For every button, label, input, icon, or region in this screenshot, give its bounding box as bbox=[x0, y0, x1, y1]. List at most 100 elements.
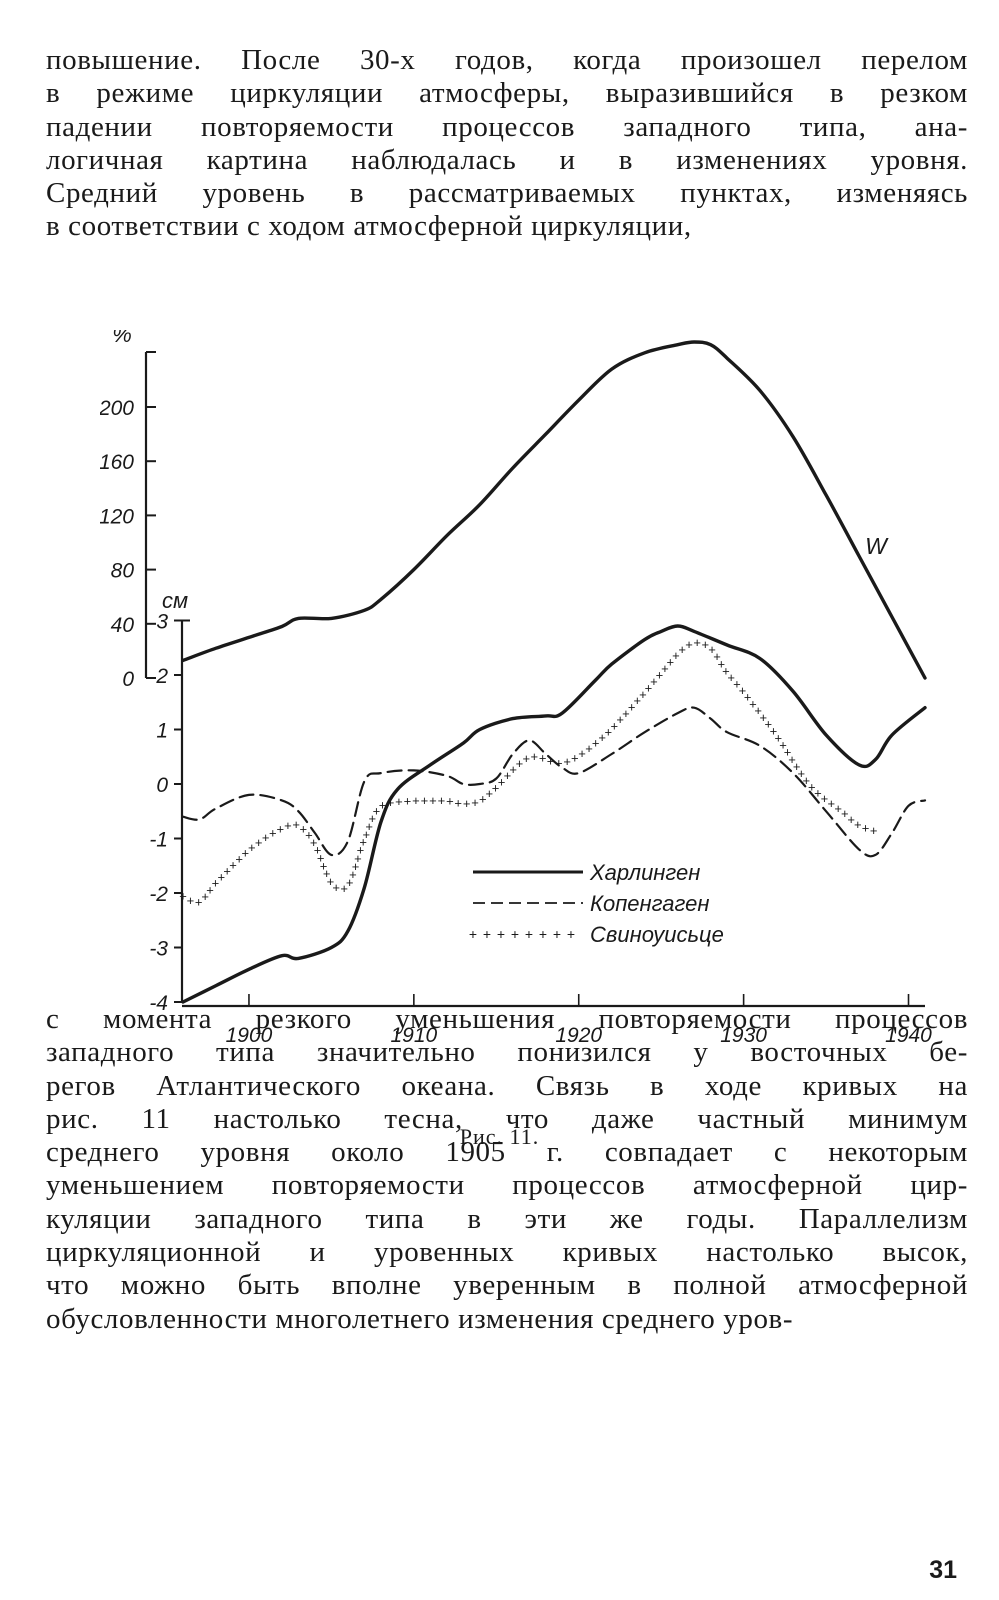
text-line: куляции западного типа в эти же годы. Па… bbox=[46, 1202, 968, 1235]
series-crosses-mark: + bbox=[821, 791, 829, 806]
series-crosses-mark: + bbox=[598, 730, 606, 745]
legend-label: Копенгаген bbox=[590, 891, 709, 916]
series-crosses-mark: + bbox=[661, 661, 669, 676]
series-crosses-mark: + bbox=[492, 780, 500, 795]
series-crosses-mark: + bbox=[733, 676, 741, 691]
series-crosses-mark: + bbox=[639, 687, 647, 702]
legend-swatch-cross: + bbox=[567, 926, 575, 942]
series-crosses-mark: + bbox=[314, 842, 322, 857]
paragraph-bottom: с момента резкого уменьшения повторяемос… bbox=[46, 1003, 968, 1336]
series-crosses-mark: + bbox=[693, 635, 701, 650]
series-crosses-mark: + bbox=[373, 803, 381, 818]
series-crosses-mark: + bbox=[678, 642, 686, 657]
series-crosses-mark: + bbox=[471, 795, 479, 810]
text-line: в режиме циркуляции атмосферы, выразивши… bbox=[46, 77, 968, 110]
figure-11-chart: % 0 40 80 120 160 200 см -4 -3 -2 -1 0 1 2 3 1900 1910 192… bbox=[100, 330, 932, 1047]
series-crosses-mark: + bbox=[634, 693, 642, 708]
series-crosses-mark: + bbox=[262, 830, 270, 845]
series-solid-line bbox=[181, 624, 927, 1004]
legend-swatch-cross: + bbox=[553, 926, 561, 942]
series-crosses-mark: + bbox=[429, 793, 437, 808]
series-crosses-mark: + bbox=[870, 823, 878, 838]
series-crosses-mark: + bbox=[854, 817, 862, 832]
series-crosses-mark: + bbox=[317, 850, 325, 865]
series-crosses-mark: + bbox=[206, 882, 214, 897]
series-crosses-mark: + bbox=[242, 846, 250, 861]
series-crosses-mark: + bbox=[611, 718, 619, 733]
series-crosses-mark: + bbox=[248, 840, 256, 855]
percent-tick-label: 40 bbox=[111, 614, 135, 637]
series-crosses-mark: + bbox=[509, 762, 517, 777]
cm-tick-label: -1 bbox=[149, 829, 168, 852]
series-crosses-mark: + bbox=[438, 793, 446, 808]
series-crosses-mark: + bbox=[395, 794, 403, 809]
series-crosses-mark: + bbox=[784, 745, 792, 760]
series-crosses-mark: + bbox=[479, 792, 487, 807]
series-crosses-mark: + bbox=[404, 794, 412, 809]
cm-tick-label: -4 bbox=[149, 992, 168, 1015]
legend-swatch-cross: + bbox=[511, 926, 519, 942]
series-crosses-mark: + bbox=[229, 857, 237, 872]
text-line: регов Атлантического океана. Связь в ход… bbox=[46, 1069, 968, 1102]
series-crosses-mark: + bbox=[187, 893, 195, 908]
series-crosses-mark: + bbox=[563, 754, 571, 769]
series-crosses-mark: + bbox=[454, 795, 462, 810]
series-crosses-mark: + bbox=[672, 648, 680, 663]
paragraph-top: повышение. После 30-х годов, когда произ… bbox=[46, 44, 968, 244]
series-crosses-mark: + bbox=[412, 793, 420, 808]
series-crosses-mark: + bbox=[739, 683, 747, 698]
text-line: логичная картина наблюдалась и в изменен… bbox=[46, 143, 968, 176]
series-crosses-mark: + bbox=[255, 835, 263, 850]
x-tick-label: 1920 bbox=[555, 1024, 602, 1047]
series-crosses-mark: + bbox=[841, 806, 849, 821]
cm-axis-unit: см bbox=[162, 588, 188, 613]
series-crosses-mark: + bbox=[362, 827, 370, 842]
series-crosses-mark: + bbox=[269, 826, 277, 841]
series-crosses-mark: + bbox=[666, 654, 674, 669]
text-line: что можно быть вполне уверенным в полной… bbox=[46, 1269, 968, 1302]
series-crosses-mark: + bbox=[359, 835, 367, 850]
series-crosses-mark: + bbox=[179, 889, 187, 904]
cm-tick-label: 1 bbox=[156, 720, 168, 743]
series-crosses-mark: + bbox=[770, 723, 778, 738]
series-crosses-mark: + bbox=[531, 749, 539, 764]
series-crosses-mark: + bbox=[217, 870, 225, 885]
series-crosses-mark: + bbox=[379, 798, 387, 813]
series-crosses-mark: + bbox=[650, 674, 658, 689]
curve-w-label: W bbox=[865, 533, 889, 559]
text-line: Средний уровень в рассматриваемых пункта… bbox=[46, 177, 968, 210]
legend-swatch-cross: + bbox=[497, 926, 505, 942]
legend-label: Харлинген bbox=[589, 860, 700, 885]
series-crosses-mark: + bbox=[292, 817, 300, 832]
series-crosses-mark: + bbox=[605, 724, 613, 739]
legend-swatch-cross: + bbox=[539, 926, 547, 942]
series-crosses-mark: + bbox=[798, 766, 806, 781]
series-crosses-mark: + bbox=[722, 664, 730, 679]
series-crosses-mark: + bbox=[498, 774, 506, 789]
series-crosses-mark: + bbox=[827, 796, 835, 811]
series-crosses-mark: + bbox=[340, 881, 348, 896]
series-crosses-mark: + bbox=[779, 737, 787, 752]
series-crosses-mark: + bbox=[645, 680, 653, 695]
series-crosses-mark: + bbox=[349, 867, 357, 882]
series-crosses-mark: + bbox=[485, 786, 493, 801]
text-line: среднего уровня около 1905 г. совпадает … bbox=[46, 1136, 968, 1169]
series-crosses-mark: + bbox=[592, 736, 600, 751]
series-crosses-mark: + bbox=[323, 866, 331, 881]
series-crosses-mark: + bbox=[522, 751, 530, 766]
series-crosses-mark: + bbox=[504, 768, 512, 783]
series-crosses-mark: + bbox=[862, 821, 870, 836]
x-tick-label: 1910 bbox=[390, 1024, 437, 1047]
cm-tick-label: 3 bbox=[156, 611, 168, 634]
series-crosses-mark: + bbox=[235, 851, 243, 866]
text-line: циркуляционной и уровенных кривых настол… bbox=[46, 1236, 968, 1269]
series-crosses-mark: + bbox=[571, 750, 579, 765]
series-crosses-mark: + bbox=[685, 637, 693, 652]
series-crosses-mark: + bbox=[808, 779, 816, 794]
text-line: в соответствии с ходом атмосферной цирку… bbox=[46, 210, 692, 243]
series-crosses-mark: + bbox=[195, 894, 203, 909]
series-crosses-mark: + bbox=[332, 880, 340, 895]
series-crosses-mark: + bbox=[616, 712, 624, 727]
page-number: 31 bbox=[929, 1556, 957, 1584]
